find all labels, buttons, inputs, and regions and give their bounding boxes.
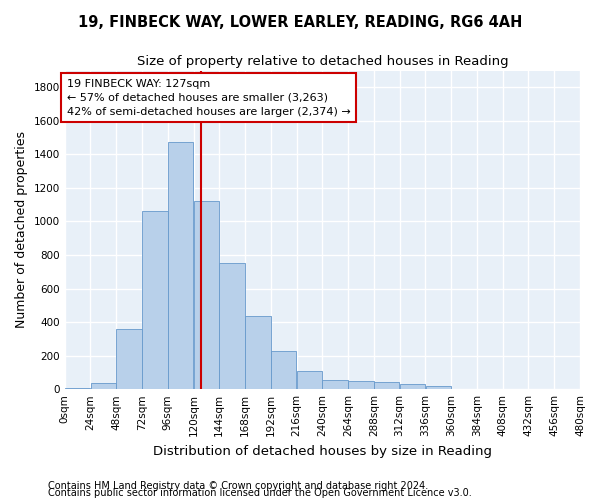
Bar xyxy=(245,316,271,389)
Text: Contains public sector information licensed under the Open Government Licence v3: Contains public sector information licen… xyxy=(48,488,472,498)
Bar xyxy=(91,384,116,389)
Text: 19 FINBECK WAY: 127sqm
← 57% of detached houses are smaller (3,263)
42% of semi-: 19 FINBECK WAY: 127sqm ← 57% of detached… xyxy=(67,79,350,117)
Bar xyxy=(400,384,425,389)
Text: Contains HM Land Registry data © Crown copyright and database right 2024.: Contains HM Land Registry data © Crown c… xyxy=(48,481,428,491)
Bar xyxy=(297,370,322,389)
X-axis label: Distribution of detached houses by size in Reading: Distribution of detached houses by size … xyxy=(153,444,492,458)
Bar xyxy=(194,202,219,389)
Bar xyxy=(168,142,193,389)
Bar xyxy=(220,264,245,389)
Bar xyxy=(271,352,296,389)
Bar xyxy=(348,381,374,389)
Title: Size of property relative to detached houses in Reading: Size of property relative to detached ho… xyxy=(137,55,508,68)
Text: 19, FINBECK WAY, LOWER EARLEY, READING, RG6 4AH: 19, FINBECK WAY, LOWER EARLEY, READING, … xyxy=(78,15,522,30)
Bar xyxy=(374,382,400,389)
Bar xyxy=(116,329,142,389)
Bar xyxy=(142,212,167,389)
Y-axis label: Number of detached properties: Number of detached properties xyxy=(15,132,28,328)
Bar xyxy=(425,386,451,389)
Bar xyxy=(322,380,348,389)
Bar xyxy=(65,388,90,389)
